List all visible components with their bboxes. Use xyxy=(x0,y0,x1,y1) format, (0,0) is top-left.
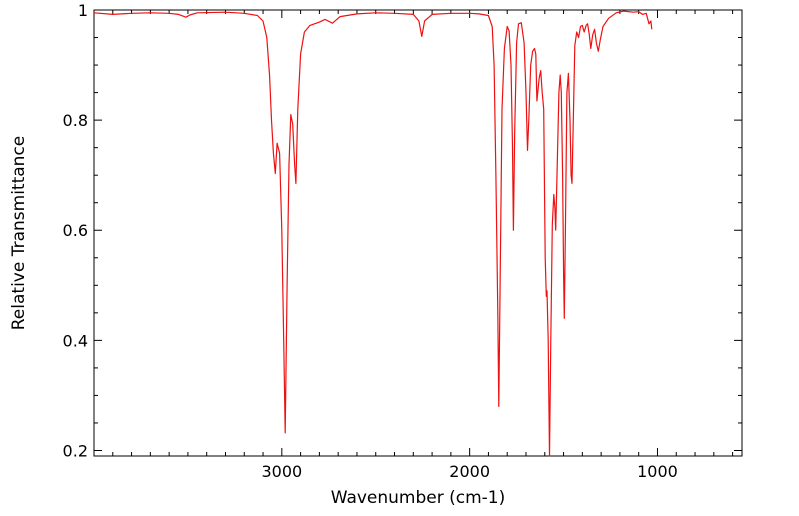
y-tick-label: 0.8 xyxy=(63,111,88,130)
x-axis-title: Wavenumber (cm-1) xyxy=(331,488,506,508)
x-axis-ticks: 3000 2000 1000 xyxy=(93,10,734,481)
y-axis-ticks: 0.2 0.4 0.6 0.8 1 xyxy=(63,1,742,460)
y-axis-title: Relative Transmittance xyxy=(9,136,29,331)
x-tick-label: 1000 xyxy=(637,462,678,481)
y-tick-label: 0.2 xyxy=(63,441,88,460)
plot-frame xyxy=(93,9,743,457)
y-tick-label: 1 xyxy=(78,1,88,20)
x-tick-label: 3000 xyxy=(261,462,302,481)
series-layer xyxy=(93,10,653,457)
spectrum-line xyxy=(93,10,653,457)
y-tick-label: 0.4 xyxy=(63,331,88,350)
y-tick-label: 0.6 xyxy=(63,221,88,240)
x-tick-label: 2000 xyxy=(449,462,490,481)
